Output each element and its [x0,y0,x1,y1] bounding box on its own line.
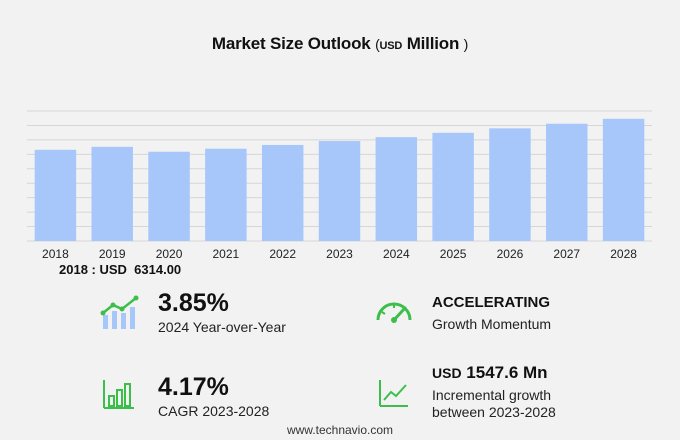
kpi-incremental: USD 1547.6 Mn Incremental growth between… [432,363,556,421]
title-unit-close: ) [463,36,469,52]
bar-chart: 2018 2019 2020 2021 2022 2023 2024 2025 2026 2027… [27,110,652,261]
kpi-cagr-label: CAGR 2023-2028 [158,403,270,419]
kpi-yoy: 3.85% 2024 Year-over-Year [158,290,286,336]
kpi-cagr: 4.17% CAGR 2023-2028 [158,374,269,420]
bar-2019 [91,146,133,241]
bar-2023 [318,141,361,241]
line-chart-icon [379,380,408,407]
title-unit-usd: USD [379,40,403,52]
kpi-momentum-label: Growth Momentum [432,316,552,332]
bar-chart-trend-icon [100,295,139,329]
x-tick-label: 2022 [269,247,296,261]
kpi-incremental-value-line: USD 1547.6 Mn [432,363,556,383]
kpi-incremental-currency: USD [432,365,462,381]
bar-2021 [205,148,247,241]
chart-title-main: Market Size Outlook [211,34,371,53]
bar-2027 [546,123,588,241]
base-value: 6314.00 [134,262,182,277]
x-tick-label: 2025 [440,247,467,261]
x-tick-label: 2026 [497,247,524,261]
kpi-cagr-value: 4.17% [158,373,229,401]
kpi-momentum-value: ACCELERATING [432,294,551,311]
bar-2028 [602,118,645,241]
base-sep: : [87,262,100,277]
x-tick-label: 2018 [42,247,69,261]
speedometer-icon [376,302,412,323]
kpi-yoy-value: 3.85% [158,289,229,317]
base-year-note: 2018 : USD 6314.00 [59,262,181,277]
footer-url: www.technavio.com [286,423,394,437]
kpi-incremental-label-2: between 2023-2028 [432,404,556,420]
bar-2025 [432,132,474,241]
kpi-incremental-label-1: Incremental growth [432,387,552,403]
x-tick-label: 2027 [553,247,580,261]
title-unit-open: ( [375,36,380,52]
bar-2026 [489,128,531,241]
bar-2022 [261,144,304,241]
title-unit-million: Million [406,34,460,53]
base-year: 2018 [59,262,88,277]
x-tick-label: 2028 [610,247,637,261]
x-tick-label: 2024 [383,247,410,261]
x-tick-label: 2021 [213,247,240,261]
x-tick-label: 2023 [326,247,353,261]
x-tick-label: 2019 [99,247,126,261]
kpi-yoy-label: 2024 Year-over-Year [158,319,286,335]
chart-title: Market Size Outlook (USD Million ) [0,34,680,54]
base-currency: USD [99,262,127,277]
bar-2018 [34,149,77,241]
kpi-incremental-value: 1547.6 Mn [466,363,548,382]
bar-2024 [375,137,418,241]
bar-2020 [148,151,190,241]
kpi-momentum: ACCELERATING Growth Momentum [432,294,551,333]
x-tick-label: 2020 [156,247,183,261]
growth-bars-icon [103,380,134,409]
